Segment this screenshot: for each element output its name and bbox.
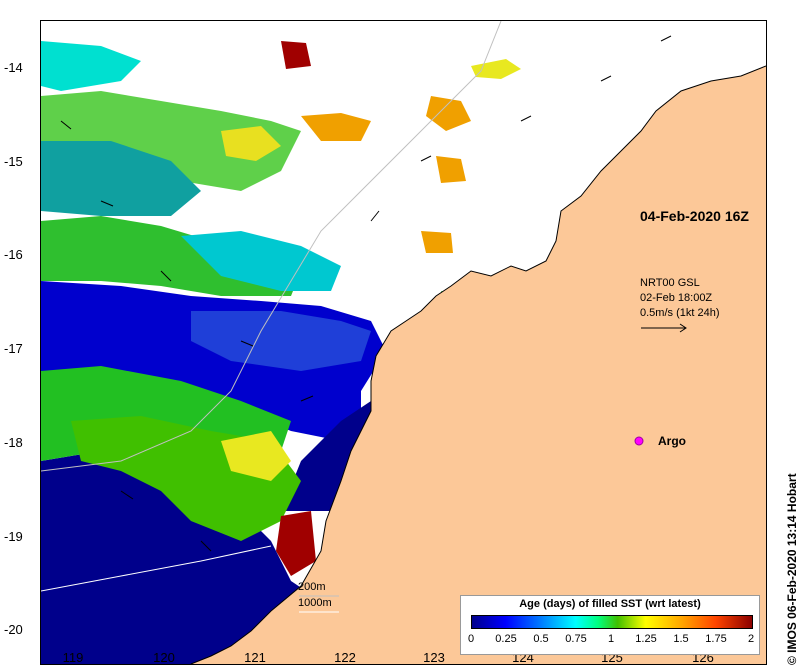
colorbar-tick: 1.75 [705,633,727,645]
sst-patch-cyan-mid [181,231,341,291]
nrt-legend: NRT00 GSL 02-Feb 18:00Z 0.5m/s (1kt 24h) [640,276,719,321]
colorbar-tick: 1 [607,633,615,645]
lon-tick: 122 [334,650,356,665]
map-datestamp: 04-Feb-2020 16Z [640,208,749,224]
colorbar-tick: 1.25 [635,633,657,645]
land-peninsula [436,301,486,406]
coastline [190,65,766,664]
lon-tick: 120 [153,650,175,665]
lat-tick: -20 [4,622,23,637]
sst-patch-yellow-1 [221,126,281,161]
sst-patch-orange-4 [421,231,453,253]
lat-tick: -19 [4,529,23,544]
sst-patch-yellow-2 [471,59,521,79]
argo-label: Argo [658,434,686,448]
colorbar-tick: 0 [467,633,475,645]
sst-patch-navy-coast [281,381,381,511]
lon-tick: 121 [244,650,266,665]
lat-tick: -14 [4,60,23,75]
lat-tick: -16 [4,247,23,262]
lon-tick: 119 [62,650,84,665]
sst-patch-orange-2 [426,96,471,131]
nrt-line: 02-Feb 18:00Z [640,292,713,304]
sst-patch-orange-3 [436,156,466,183]
lon-tick: 123 [423,650,445,665]
sst-patch-darkred-2 [276,511,316,576]
colorbar-title: Age (days) of filled SST (wrt latest) [519,598,701,610]
sst-patch-blue-2 [191,311,371,371]
copyright-notice: © IMOS 06-Feb-2020 13:14 Hobart [785,473,799,665]
lat-tick: -15 [4,154,23,169]
sst-patch-yellow-3 [221,431,291,481]
colorbar-tick: 1.5 [673,633,689,645]
sst-patch-cyan-top [41,41,141,91]
isobath-200-label: 200m [298,581,326,593]
colorbar: Age (days) of filled SST (wrt latest) 0 … [460,595,760,655]
nrt-line: NRT00 GSL [640,277,700,289]
sst-age-map[interactable] [40,20,767,665]
current-arrows [60,35,672,552]
sst-patch-orange-1 [301,113,371,141]
lat-tick: -17 [4,341,23,356]
nrt-line: 0.5m/s (1kt 24h) [640,307,720,319]
sst-patch-darkred-1 [281,41,311,69]
colorbar-tick: 2 [747,633,755,645]
isobath-1000m [41,545,272,592]
isobath-1000-label: 1000m [298,597,332,609]
colorbar-tick: 0.75 [565,633,587,645]
colorbar-tick: 0.25 [495,633,517,645]
sst-patch-teal-top [41,141,201,216]
colorbar-gradient [471,615,753,629]
map-canvas [41,21,766,664]
lat-tick: -18 [4,435,23,450]
velocity-scale-arrowhead [679,323,687,333]
argo-marker[interactable] [634,436,644,446]
isobath-200m [41,21,502,472]
colorbar-tick: 0.5 [533,633,549,645]
